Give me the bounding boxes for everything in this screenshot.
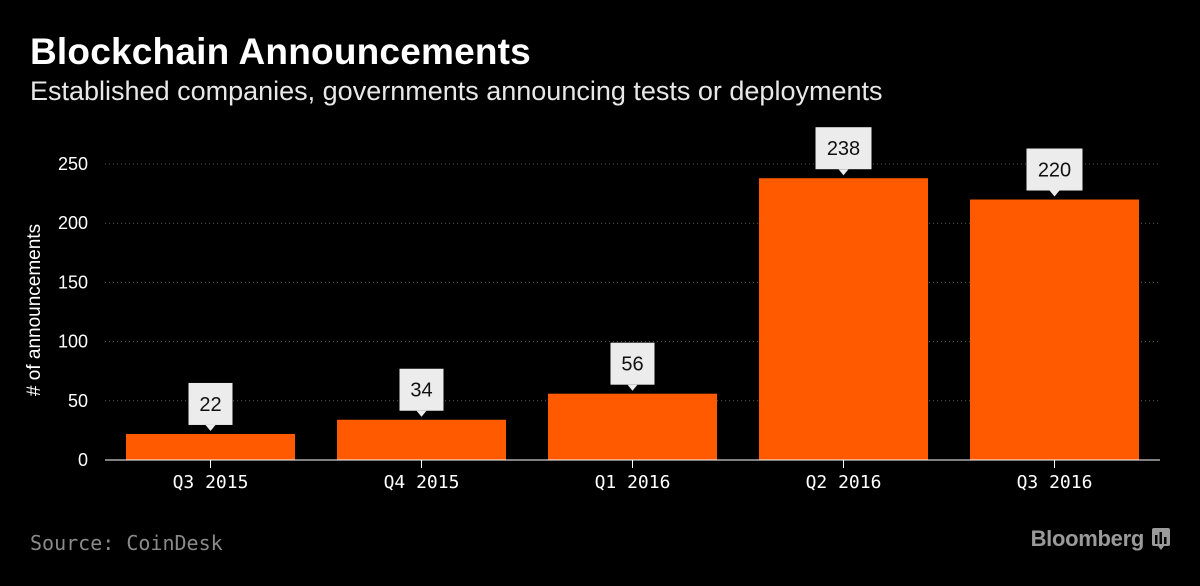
data-label: 56 <box>621 354 643 376</box>
x-tick-label: Q3 2016 <box>1017 472 1093 493</box>
bloomberg-bars-icon <box>1152 528 1170 550</box>
y-axis-label: # of announcements <box>24 224 45 396</box>
data-label-pointer <box>838 169 849 176</box>
data-labels: 22 34 56 238 220 <box>188 127 1083 431</box>
data-label: 22 <box>199 394 221 416</box>
brand-name: Bloomberg <box>1030 526 1145 551</box>
x-tick-label: Q1 2016 <box>595 472 671 493</box>
data-label-box <box>815 127 872 170</box>
y-tick-label: 250 <box>58 154 88 174</box>
data-label: 238 <box>827 138 860 160</box>
bar <box>548 393 717 460</box>
data-label-box <box>188 382 233 425</box>
data-label-pointer <box>627 384 638 391</box>
data-label: 220 <box>1038 160 1071 182</box>
x-axis: Q3 2015 Q4 2015 Q1 2016 Q2 2016 Q3 2016 <box>105 459 1160 493</box>
bloomberg-logo: Bloomberg <box>1031 526 1170 552</box>
bar <box>970 199 1139 460</box>
source-note: Source: CoinDesk <box>30 531 223 555</box>
data-label-box <box>610 342 655 385</box>
y-tick-label: 50 <box>68 391 88 411</box>
chart-subtitle: Established companies, governments annou… <box>30 76 883 106</box>
bars <box>126 178 1139 460</box>
x-tick-label: Q3 2015 <box>173 472 249 493</box>
y-tick-label: 200 <box>58 213 88 233</box>
data-label-pointer <box>205 424 216 431</box>
y-tick-label: 100 <box>58 332 88 352</box>
y-tick-label: 150 <box>58 272 88 292</box>
data-label-box <box>399 368 444 411</box>
chart-title: Blockchain Announcements <box>30 31 531 72</box>
bar <box>759 178 928 460</box>
data-label-pointer <box>1049 190 1060 197</box>
data-label-box <box>1026 148 1083 191</box>
y-axis-ticks: 0 50 100 150 200 250 <box>58 154 88 470</box>
x-tick-label: Q2 2016 <box>806 472 882 493</box>
bar <box>337 419 506 460</box>
data-label-pointer <box>416 410 427 417</box>
data-label: 34 <box>410 380 432 402</box>
y-tick-label: 0 <box>78 450 88 470</box>
bar <box>126 433 295 460</box>
x-tick-label: Q4 2015 <box>384 472 460 493</box>
